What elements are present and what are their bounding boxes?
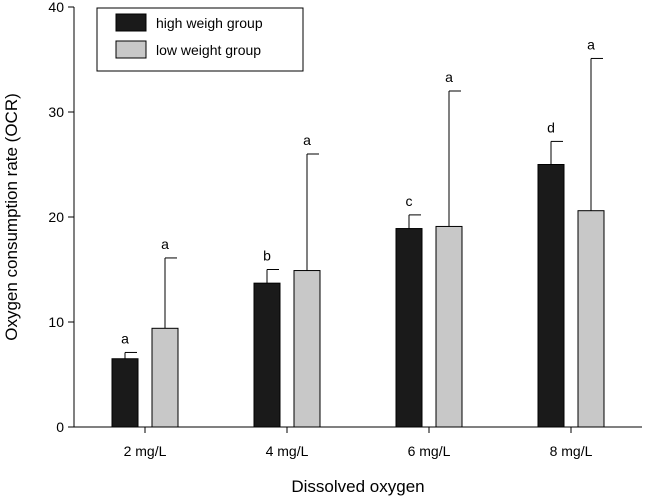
y-tick-label: 0 xyxy=(56,419,64,435)
bar xyxy=(395,228,423,428)
bar xyxy=(151,327,179,428)
bar xyxy=(537,164,565,428)
legend: high weigh group low weight group xyxy=(96,7,304,72)
legend-swatch xyxy=(115,40,147,59)
y-tick-label: 40 xyxy=(48,0,64,15)
x-tick-label: 4 mg/L xyxy=(266,443,309,459)
legend-swatch xyxy=(115,13,147,32)
axes: 0 10 20 30 40 2 mg/L 4 mg/L 6 mg/L 8 mg/L xyxy=(48,0,642,459)
y-tick-label: 30 xyxy=(48,104,64,120)
significance-label: b xyxy=(263,248,271,264)
bar xyxy=(253,282,281,428)
bars xyxy=(111,164,605,428)
y-axis-title: Oxygen consumption rate (OCR) xyxy=(2,93,21,341)
bar xyxy=(435,225,463,428)
significance-label: a xyxy=(303,132,311,148)
y-tick-label: 10 xyxy=(48,314,64,330)
significance-label: a xyxy=(161,236,169,252)
error-bars xyxy=(124,57,603,359)
significance-label: a xyxy=(121,330,129,346)
significance-label: a xyxy=(587,36,595,52)
legend-label: low weight group xyxy=(156,42,261,58)
bar xyxy=(111,358,139,428)
bar xyxy=(577,210,605,428)
x-tick-label: 8 mg/L xyxy=(550,443,593,459)
significance-label: d xyxy=(547,119,555,135)
y-tick-label: 20 xyxy=(48,209,64,225)
x-tick-label: 6 mg/L xyxy=(408,443,451,459)
x-axis-title: Dissolved oxygen xyxy=(291,477,424,496)
legend-label: high weigh group xyxy=(156,15,263,31)
bar xyxy=(293,270,321,428)
significance-label: c xyxy=(406,193,413,209)
significance-label: a xyxy=(445,69,453,85)
x-tick-label: 2 mg/L xyxy=(124,443,167,459)
significance-labels: a a b a c a d a xyxy=(121,36,595,346)
